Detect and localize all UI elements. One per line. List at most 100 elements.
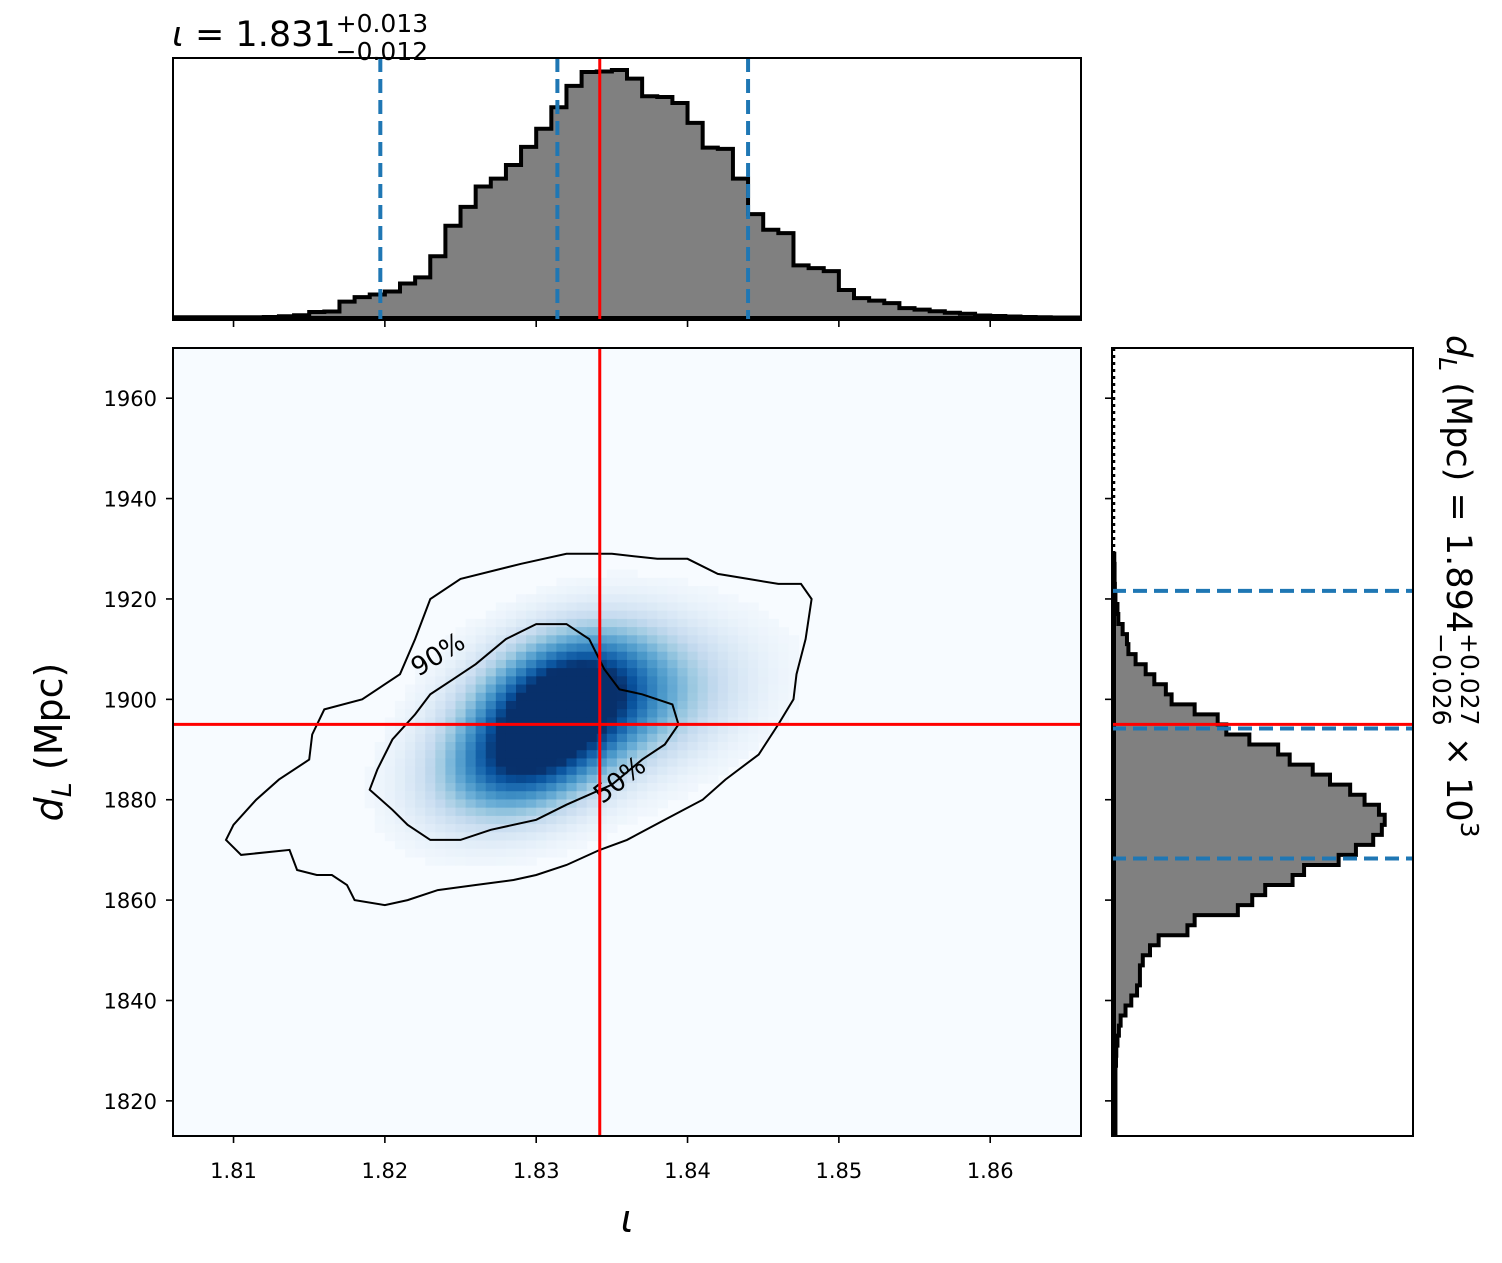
heatmap-cell: [606, 709, 618, 718]
heatmap-cell: [677, 742, 689, 751]
heatmap-cell: [505, 791, 517, 801]
heatmap-cell: [394, 750, 406, 760]
heatmap-cell: [526, 651, 537, 661]
heatmap-cell: [657, 668, 668, 677]
xtick-label-5: 1.86: [967, 1159, 1014, 1183]
ytick-label-1: 1840: [104, 989, 157, 1013]
heatmap-cell: [546, 643, 557, 653]
heatmap-cell: [606, 602, 618, 612]
heatmap-cell: [394, 709, 406, 718]
heatmap-cell: [526, 709, 537, 718]
heatmap-cell: [737, 750, 749, 760]
heatmap-cell: [586, 750, 598, 760]
heatmap-cell: [425, 684, 436, 694]
heatmap-cell: [596, 676, 608, 686]
heatmap-cell: [596, 594, 608, 604]
heatmap-cell: [374, 783, 386, 792]
heatmap-cell: [637, 709, 648, 718]
heatmap-cell: [415, 725, 426, 735]
heatmap-cell: [475, 618, 487, 628]
heatmap-cell: [526, 594, 537, 604]
heatmap-cell: [778, 651, 790, 661]
heatmap-cell: [616, 742, 628, 751]
heatmap-cell: [445, 750, 457, 760]
heatmap-cell: [445, 840, 457, 850]
heatmap-cell: [495, 856, 507, 866]
heatmap-cell: [657, 594, 668, 604]
heatmap-cell: [737, 725, 749, 735]
heatmap-cell: [485, 750, 497, 760]
heatmap-cell: [546, 733, 557, 743]
heatmap-cell: [475, 799, 487, 809]
heatmap-cell: [516, 594, 527, 604]
heatmap-cell: [445, 758, 457, 768]
heatmap-cell: [516, 618, 527, 628]
heatmap-cell: [778, 659, 790, 669]
heatmap-cell: [536, 840, 547, 850]
heatmap-cell: [516, 848, 527, 858]
heatmap-cell: [425, 742, 436, 751]
heatmap-cell: [425, 733, 436, 743]
heatmap-cell: [415, 733, 426, 743]
heatmap-cell: [687, 709, 699, 718]
heatmap-cell: [556, 774, 568, 784]
heatmap-cell: [717, 766, 729, 776]
heatmap-cell: [758, 668, 769, 677]
heatmap-cell: [526, 774, 537, 784]
heatmap-cell: [465, 651, 477, 661]
heatmap-cell: [495, 733, 507, 743]
heatmap-cell: [687, 594, 699, 604]
heatmap-cell: [505, 692, 517, 702]
heatmap-cell: [394, 815, 406, 825]
heatmap-cell: [727, 700, 739, 710]
heatmap-cell: [505, 824, 517, 833]
heatmap-cell: [566, 807, 578, 817]
heatmap-cell: [425, 692, 436, 702]
heatmap-cell: [717, 651, 729, 661]
heatmap-cell: [717, 742, 729, 751]
heatmap-cell: [425, 815, 436, 825]
heatmap-cell: [647, 635, 658, 645]
heatmap-cell: [495, 700, 507, 710]
heatmap-cell: [647, 651, 658, 661]
heatmap-cell: [425, 659, 436, 669]
heatmap-cell: [606, 766, 618, 776]
truth-lines: [173, 348, 1081, 1136]
heatmap-cell: [616, 758, 628, 768]
heatmap-cell: [495, 618, 507, 628]
heatmap-cell: [495, 627, 507, 636]
heatmap-cell: [748, 717, 759, 727]
heatmap-cell: [647, 577, 658, 587]
heatmap-cell: [768, 684, 779, 694]
heatmap-cell: [788, 659, 800, 669]
heatmap-cell: [495, 742, 507, 751]
heatmap-cell: [435, 791, 446, 801]
heatmap-cell: [485, 758, 497, 768]
heatmap-cell: [374, 766, 386, 776]
heatmap-cell: [425, 832, 436, 842]
heatmap-cell: [435, 692, 446, 702]
heatmap-cell: [516, 856, 527, 866]
heatmap-cell: [485, 627, 497, 636]
heatmap-cell: [717, 643, 729, 653]
heatmap-cell: [455, 668, 467, 677]
heatmap-cell: [697, 676, 709, 686]
heatmap-cell: [405, 733, 416, 743]
heatmap-cell: [394, 766, 406, 776]
heatmap-cell: [566, 791, 578, 801]
heatmap-cell: [687, 618, 699, 628]
heatmap-cell: [374, 807, 386, 817]
heatmap-cell: [727, 610, 739, 620]
heatmap-cell: [566, 750, 578, 760]
heatmap-cell: [596, 750, 608, 760]
heatmap-cell: [768, 676, 779, 686]
heatmap-cell: [556, 799, 568, 809]
heatmap-cell: [737, 643, 749, 653]
heatmap-cell: [485, 668, 497, 677]
heatmap-cell: [616, 709, 628, 718]
heatmap-cell: [606, 577, 618, 587]
heatmap-cell: [677, 635, 689, 645]
heatmap-cell: [707, 709, 719, 718]
heatmap-cell: [627, 627, 638, 636]
heatmap-cell: [697, 709, 709, 718]
